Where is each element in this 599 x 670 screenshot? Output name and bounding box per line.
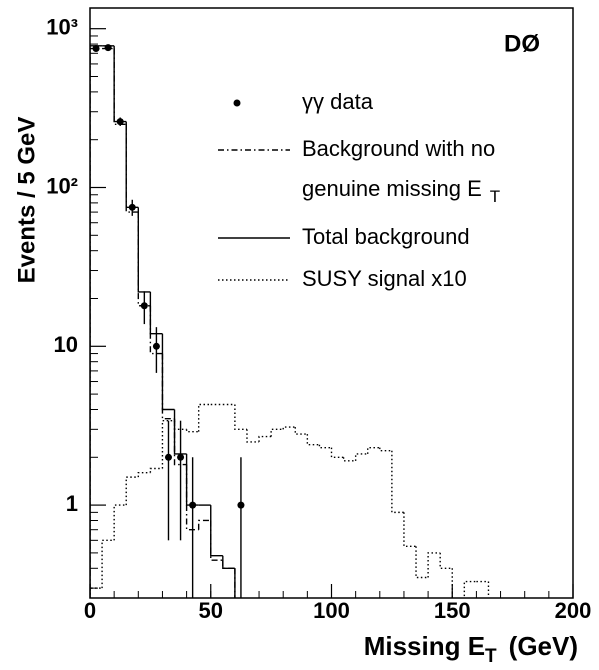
legend-label-line: genuine missing E bbox=[302, 176, 482, 201]
y-tick-label: 10³ bbox=[46, 15, 78, 40]
histogram-bin bbox=[367, 446, 380, 454]
histogram-bin bbox=[90, 45, 103, 598]
histogram-bin bbox=[173, 420, 187, 431]
x-axis-label: Missing ET (GeV) bbox=[364, 631, 578, 667]
legend-marker bbox=[233, 99, 241, 107]
histogram-bin bbox=[439, 552, 453, 569]
histogram-bin bbox=[137, 471, 151, 478]
histogram-bin bbox=[149, 467, 163, 473]
data-point bbox=[92, 45, 100, 53]
histogram-bin bbox=[125, 476, 139, 506]
histogram-bin bbox=[222, 560, 235, 569]
histogram-bin bbox=[246, 429, 260, 443]
data-point bbox=[104, 44, 112, 52]
data-point bbox=[237, 501, 245, 509]
y-tick-label: 10 bbox=[54, 332, 78, 357]
histogram-bin bbox=[90, 47, 103, 598]
histogram-bin bbox=[270, 428, 284, 437]
legend-label-sub: T bbox=[490, 187, 500, 206]
histogram-bin bbox=[234, 404, 247, 431]
histogram-bin bbox=[403, 512, 417, 548]
experiment-label: DØ bbox=[504, 30, 540, 57]
histogram-bin bbox=[185, 464, 199, 531]
histogram-bin bbox=[113, 504, 127, 541]
histogram-bin bbox=[427, 552, 441, 578]
x-tick-label: 100 bbox=[313, 598, 350, 623]
data-point bbox=[128, 203, 136, 211]
histogram-bin bbox=[210, 505, 223, 557]
x-label-sub: T bbox=[485, 646, 497, 667]
histogram-bin bbox=[161, 333, 175, 411]
histogram-bin bbox=[318, 444, 332, 449]
legend-label: genuine missing E T bbox=[302, 176, 500, 207]
x-tick-label: 0 bbox=[84, 598, 96, 623]
histogram-bin bbox=[125, 124, 139, 213]
histogram-bin bbox=[173, 409, 187, 455]
y-axis-label: Events / 5 GeV bbox=[13, 117, 40, 284]
histogram-bin bbox=[234, 568, 236, 598]
histogram-bin bbox=[391, 450, 404, 514]
data-point bbox=[177, 453, 185, 461]
data-point bbox=[116, 118, 124, 126]
y-tick-label: 1 bbox=[66, 491, 78, 516]
histogram-bin bbox=[113, 45, 127, 123]
histogram-bin bbox=[330, 447, 344, 458]
histogram-bin bbox=[379, 447, 392, 452]
legend-label: Total background bbox=[302, 224, 470, 249]
histogram-bin bbox=[149, 291, 163, 335]
legend-label: Background with no bbox=[302, 136, 495, 161]
y-tick-label: 10² bbox=[46, 173, 78, 198]
legend-label: γγ data bbox=[302, 89, 374, 114]
x-label-suffix: (GeV) bbox=[509, 631, 578, 661]
legend-label-line: Background with no bbox=[302, 136, 495, 161]
histogram-bin bbox=[282, 426, 296, 430]
x-tick-label: 150 bbox=[434, 598, 471, 623]
data-point bbox=[152, 342, 160, 350]
data-point bbox=[164, 453, 172, 461]
plot-area bbox=[90, 44, 490, 598]
x-label-main: Missing E bbox=[364, 631, 485, 661]
data-point bbox=[189, 501, 197, 509]
data-point bbox=[140, 302, 148, 310]
histogram-bin bbox=[415, 546, 429, 579]
histogram-bin bbox=[125, 121, 139, 209]
legend-label: SUSY signal x10 bbox=[302, 266, 467, 291]
histogram-bin bbox=[222, 555, 235, 569]
histogram-bin bbox=[161, 353, 175, 420]
histogram-bin bbox=[354, 453, 368, 461]
histogram-bin bbox=[197, 403, 211, 432]
histogram-bin bbox=[185, 429, 199, 433]
histogram-bin bbox=[197, 519, 211, 530]
histogram-bin bbox=[137, 207, 151, 293]
x-tick-label: 50 bbox=[199, 598, 223, 623]
histogram-bin bbox=[210, 520, 223, 561]
histogram-bin bbox=[342, 457, 356, 462]
x-tick-label: 200 bbox=[555, 598, 592, 623]
histogram-bin bbox=[294, 427, 308, 435]
histogram-bin bbox=[101, 539, 115, 589]
histogram-bin bbox=[113, 48, 127, 126]
histogram-bin bbox=[306, 434, 320, 446]
histogram-bin bbox=[258, 435, 272, 442]
